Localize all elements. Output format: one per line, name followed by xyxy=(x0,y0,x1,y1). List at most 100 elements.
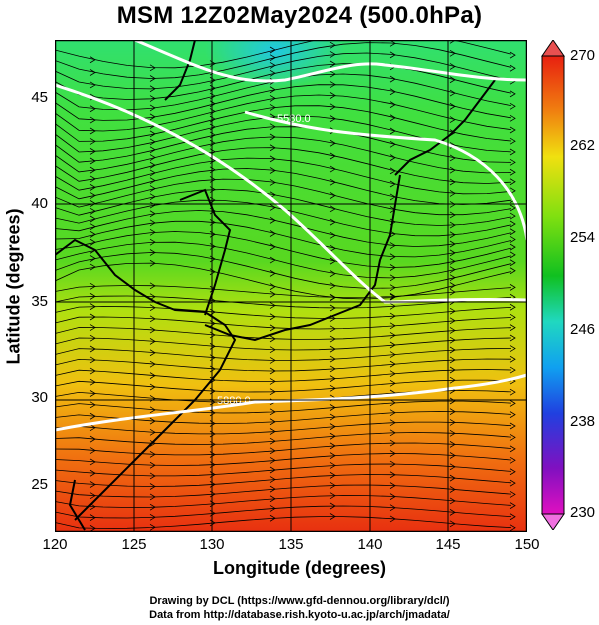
streamline-arrow xyxy=(149,193,156,201)
streamline-arrow xyxy=(389,493,396,500)
colorbar-top-arrow xyxy=(541,40,565,57)
streamline-arrow xyxy=(89,293,96,300)
streamline-arrow xyxy=(89,447,96,454)
streamline-arrow xyxy=(389,515,396,523)
streamline-arrow xyxy=(89,157,96,165)
streamline-arrow xyxy=(389,274,396,282)
streamline-arrow xyxy=(509,345,516,352)
streamline-arrow xyxy=(389,293,396,300)
streamline-arrow xyxy=(449,63,456,70)
streamline-arrow xyxy=(389,409,396,417)
streamline-arrow xyxy=(149,210,156,218)
streamline-arrow xyxy=(389,370,396,378)
streamline-arrow xyxy=(269,133,276,141)
streamline-arrow xyxy=(329,452,336,459)
streamline-arrow xyxy=(329,192,336,199)
streamline-arrow xyxy=(389,341,396,349)
streamline xyxy=(55,316,512,330)
streamline-arrow xyxy=(269,466,276,474)
streamline-arrow xyxy=(389,88,396,96)
streamline xyxy=(55,241,512,279)
streamline-arrow xyxy=(509,366,516,374)
streamline-arrow xyxy=(389,379,396,387)
streamline-arrow xyxy=(509,355,516,363)
streamline-arrow xyxy=(149,523,156,531)
streamline-arrow xyxy=(329,375,336,382)
streamline-arrow xyxy=(269,46,276,54)
streamline-arrow xyxy=(449,231,456,239)
streamline-arrow xyxy=(149,383,156,391)
streamline-arrow xyxy=(329,413,336,421)
streamline-arrow xyxy=(389,460,396,468)
colorbar-tick: 238 xyxy=(570,413,596,430)
streamline xyxy=(55,168,512,205)
streamline-arrow xyxy=(449,288,456,296)
streamline-arrow xyxy=(389,293,396,301)
streamline-arrow xyxy=(509,284,516,291)
streamline-arrow xyxy=(269,144,276,152)
streamline-arrow xyxy=(389,482,396,489)
credit-drawing: Drawing by DCL (https://www.gfd-dennou.o… xyxy=(149,595,450,607)
streamline-arrow xyxy=(329,325,336,333)
streamline xyxy=(55,442,512,456)
streamline xyxy=(55,178,512,216)
streamline-arrow xyxy=(449,497,456,505)
streamline-arrow xyxy=(149,406,156,414)
streamline-arrow xyxy=(89,148,96,155)
streamline-arrow xyxy=(329,432,336,440)
streamline-arrow xyxy=(269,155,276,163)
streamline-arrow xyxy=(449,116,456,123)
coastline xyxy=(55,40,496,531)
streamline-arrow xyxy=(89,69,96,76)
streamline-arrow xyxy=(389,419,396,427)
streamline-arrow xyxy=(509,411,516,418)
streamline-arrow xyxy=(509,434,516,441)
streamline-arrow xyxy=(269,230,276,237)
streamline-arrow xyxy=(509,513,516,521)
streamline-arrow xyxy=(329,335,336,343)
streamline-arrow xyxy=(149,64,156,72)
streamline-arrow xyxy=(269,357,276,364)
streamline xyxy=(55,220,512,258)
streamline-arrow xyxy=(389,40,396,47)
streamline-arrow xyxy=(269,447,276,455)
streamline-arrow xyxy=(449,89,456,97)
streamline-arrow xyxy=(89,514,96,521)
streamline-arrow xyxy=(149,161,156,169)
streamline xyxy=(55,337,512,351)
streamline-arrow xyxy=(449,221,456,229)
streamline-arrow xyxy=(389,312,396,320)
streamline-arrow xyxy=(509,148,516,156)
streamline-arrow xyxy=(149,513,156,521)
streamline xyxy=(55,52,512,90)
streamline-arrow xyxy=(449,520,456,528)
contour-label-upper: 5580.0 xyxy=(277,113,311,125)
streamline-arrow xyxy=(149,417,156,425)
streamline-arrow xyxy=(329,345,336,353)
y-tick: 45 xyxy=(31,89,48,106)
streamline-arrow xyxy=(89,525,96,532)
streamline-arrow xyxy=(89,356,96,364)
streamline-arrow xyxy=(509,243,516,251)
streamline-arrow xyxy=(449,397,456,405)
streamline-arrow xyxy=(509,267,516,275)
streamline-arrow xyxy=(269,437,276,445)
streamline-arrow xyxy=(389,193,396,201)
streamline-arrow xyxy=(89,184,96,191)
streamline-arrow xyxy=(149,154,156,161)
streamline-arrow xyxy=(269,270,276,277)
streamline-arrow xyxy=(329,293,336,301)
streamline-arrow xyxy=(329,244,336,252)
streamline-arrow xyxy=(509,456,516,464)
streamline-arrow xyxy=(449,474,456,482)
streamline xyxy=(55,400,512,414)
streamline-arrow xyxy=(329,384,336,392)
streamline-arrow xyxy=(389,439,396,447)
streamline-arrow xyxy=(269,95,276,102)
credit-data: Data from http://database.rish.kyoto-u.a… xyxy=(149,609,450,621)
streamline-arrow xyxy=(329,178,336,186)
streamline-arrow xyxy=(149,138,156,146)
streamline-arrow xyxy=(89,334,96,342)
streamline-arrow xyxy=(509,212,516,220)
streamline-arrow xyxy=(509,445,516,453)
